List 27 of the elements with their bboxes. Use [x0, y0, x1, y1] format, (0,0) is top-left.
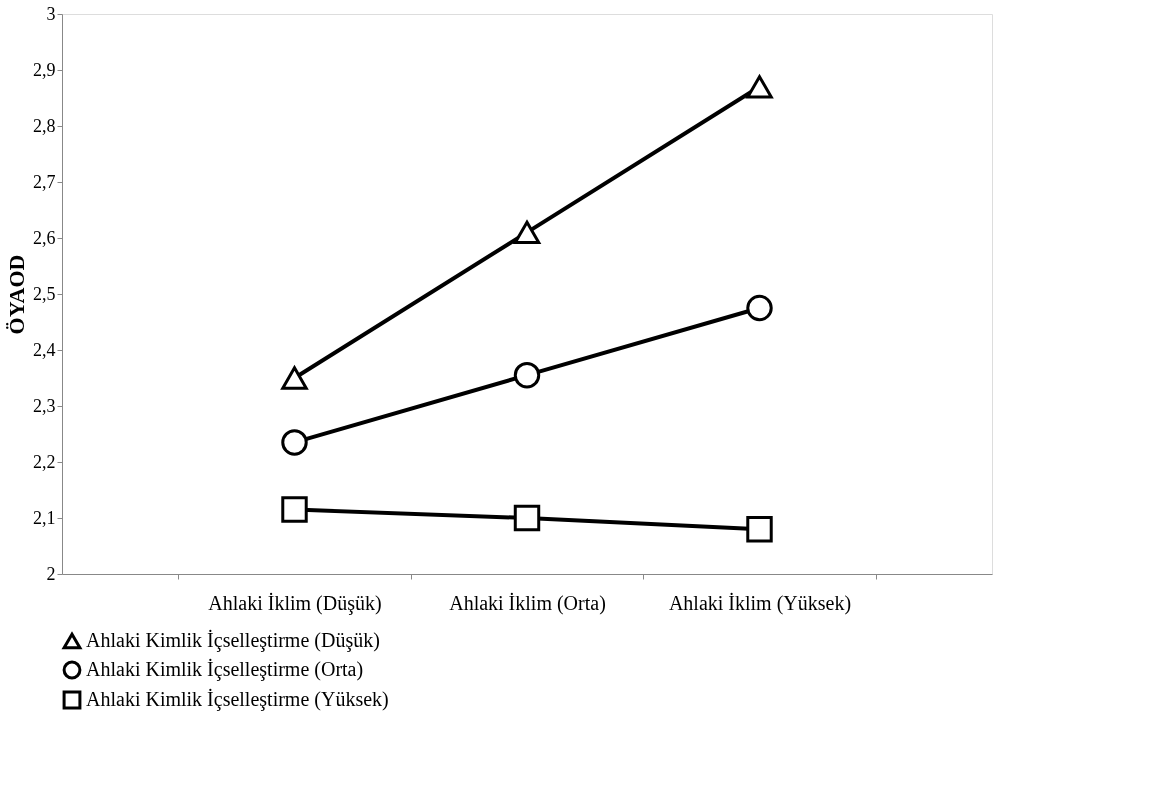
y-tick-label: 2,7 — [33, 171, 56, 192]
y-tick-label: 2,1 — [33, 507, 56, 528]
y-tick-label: 2,3 — [33, 395, 56, 416]
point — [281, 366, 308, 390]
y-tick-label: 3 — [46, 3, 56, 24]
legend-label: Ahlaki Kimlik İçselleştirme (Yüksek) — [86, 688, 389, 711]
point — [513, 504, 541, 532]
point — [513, 220, 541, 245]
y-tick-label: 2,9 — [33, 59, 56, 80]
y-axis-title: ÖYAOD — [4, 254, 29, 335]
point — [746, 294, 773, 322]
x-tick-label: Ahlaki İklim (Düşük) — [208, 591, 382, 615]
y-tick-label: 2,2 — [33, 451, 56, 472]
x-tick-label: Ahlaki İklim (Yüksek) — [668, 591, 852, 615]
y-tick-label: 2 — [46, 563, 56, 584]
legend-label: Ahlaki Kimlik İçselleştirme (Orta) — [86, 658, 364, 681]
point — [746, 515, 773, 543]
point — [281, 429, 308, 456]
legend-label: Ahlaki Kimlik İçselleştirme (Düşük) — [86, 629, 380, 652]
x-tick-label: Ahlaki İklim (Orta) — [449, 591, 606, 615]
point — [281, 496, 308, 523]
y-tick-label: 2,4 — [33, 339, 56, 360]
y-tick-label: 2,8 — [33, 115, 56, 136]
y-tick-label: 2,5 — [33, 283, 56, 304]
point — [513, 362, 541, 389]
point — [746, 75, 773, 99]
y-tick-label: 2,6 — [33, 227, 56, 248]
